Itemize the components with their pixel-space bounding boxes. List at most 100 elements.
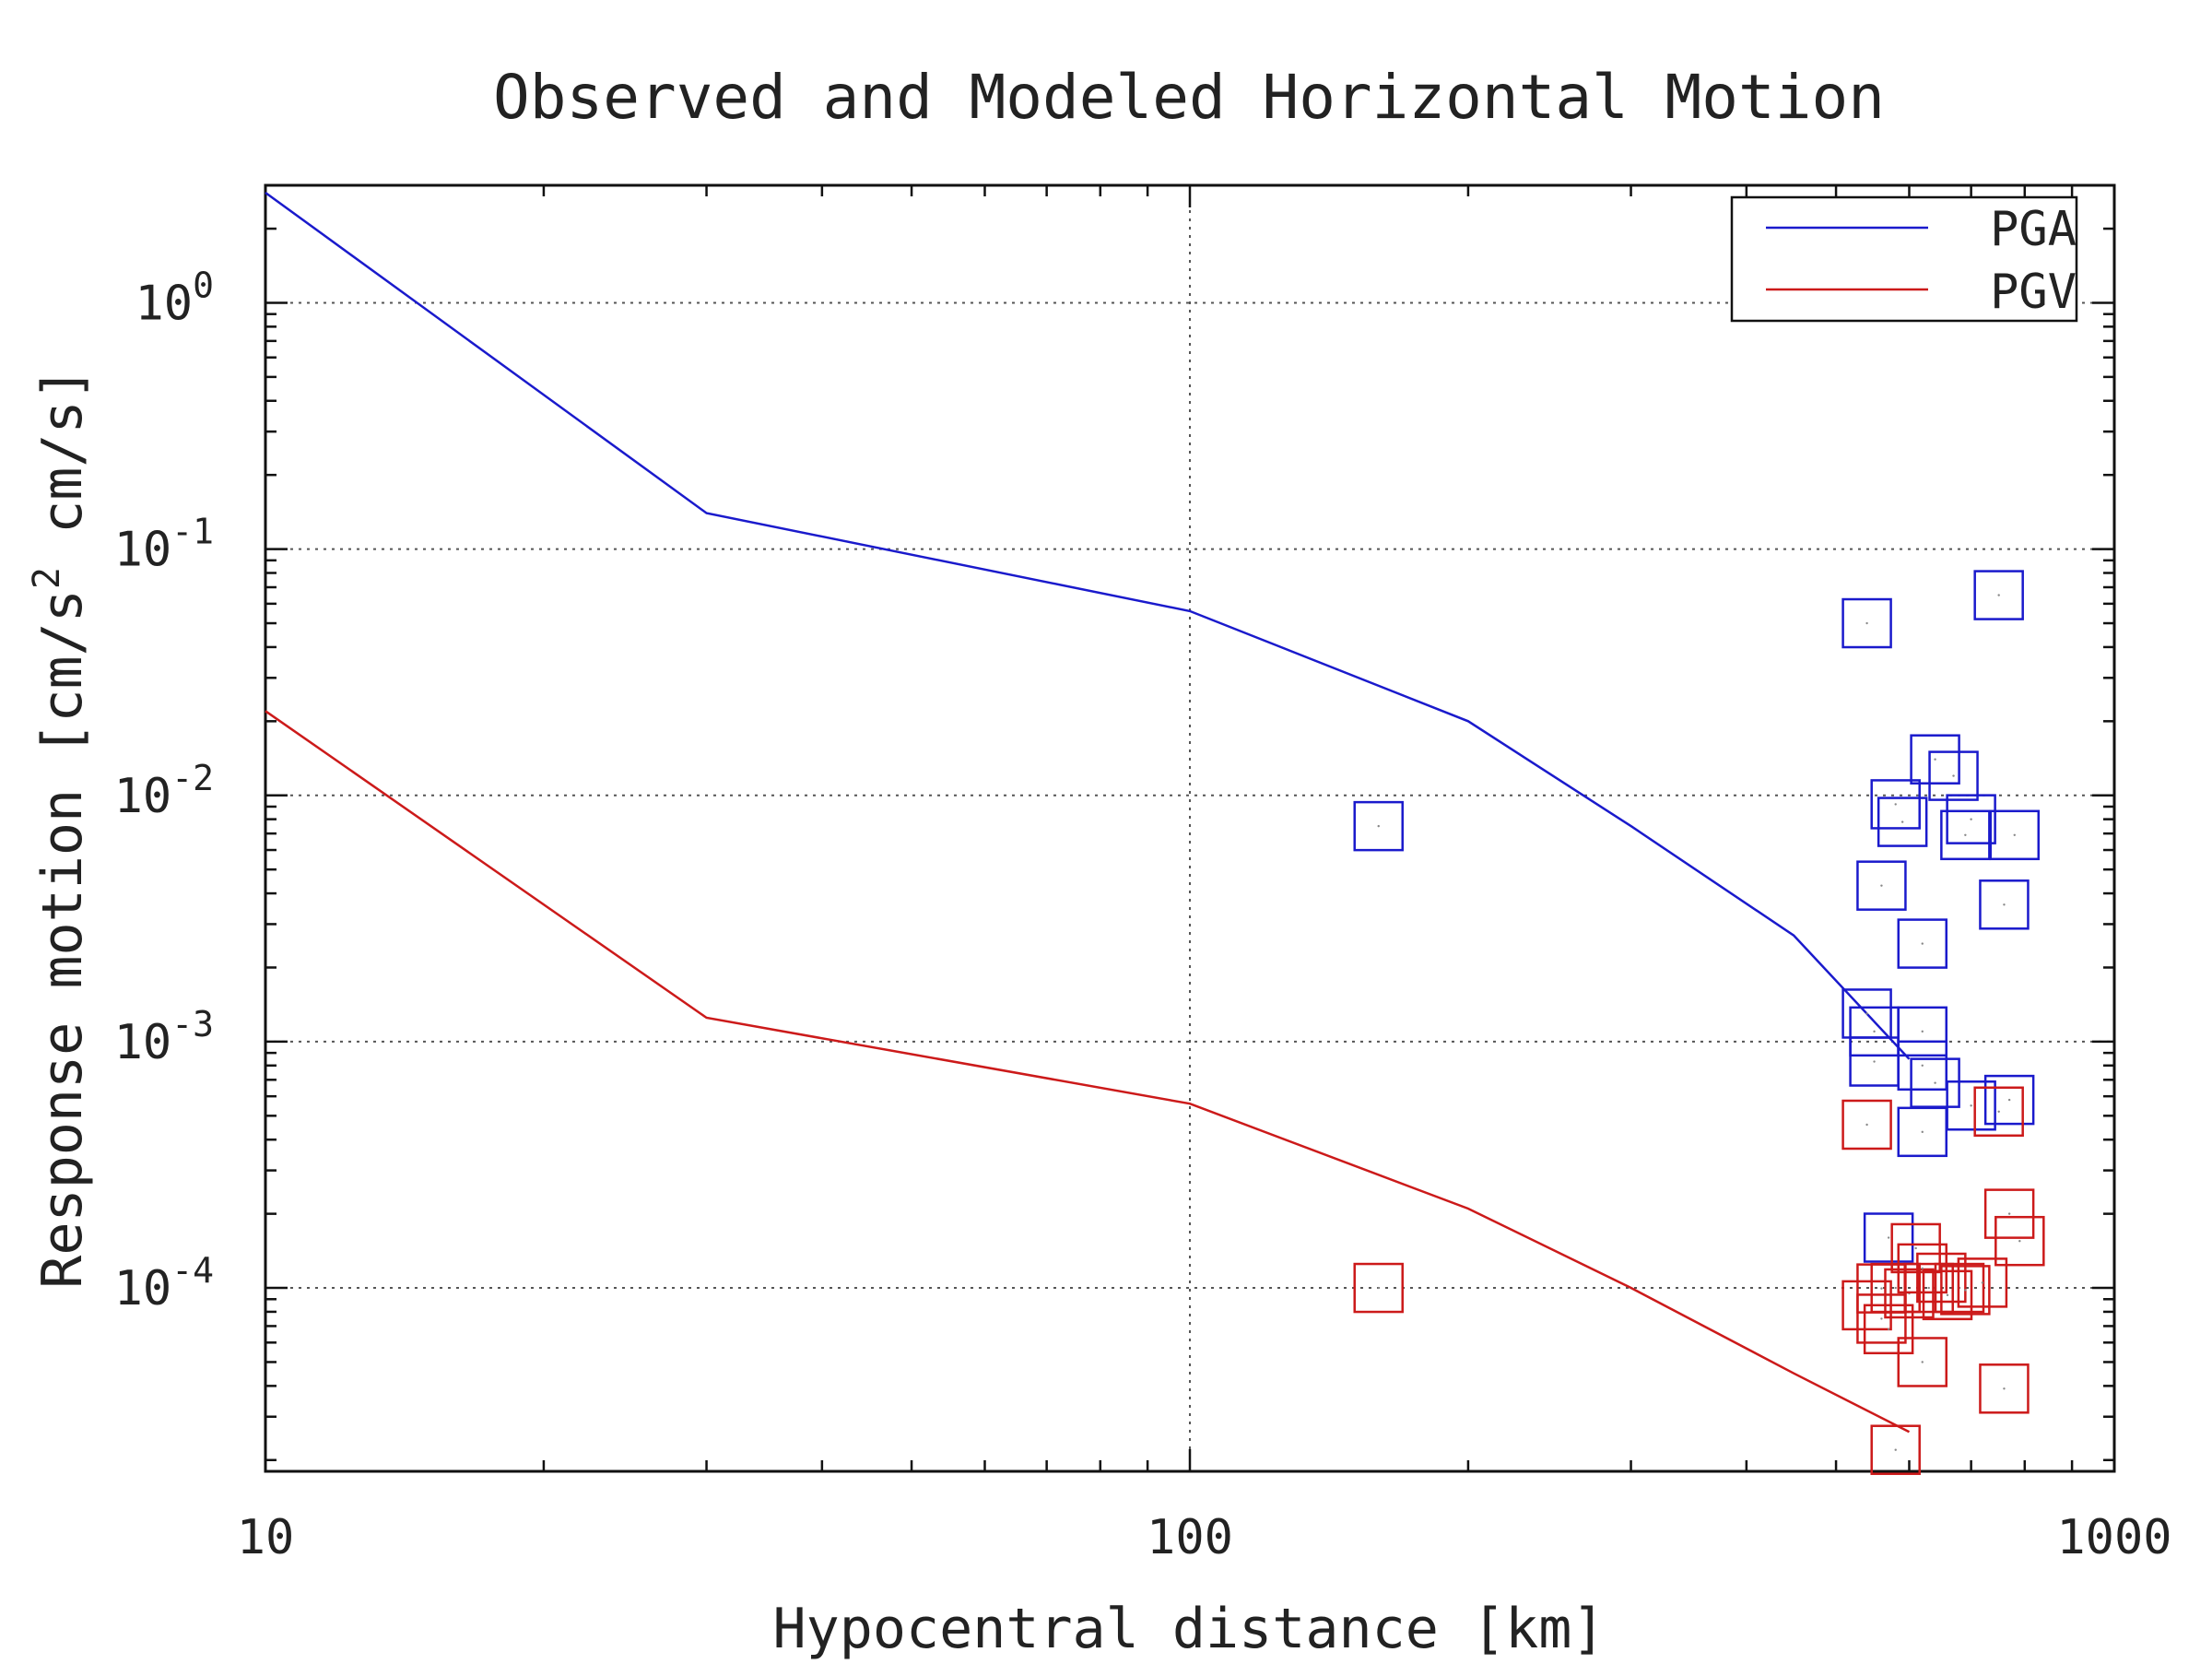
- pgv-model-line: [265, 710, 1911, 1434]
- pga-observed-point: [1877, 797, 1928, 847]
- pgv-point-center: [1865, 1123, 1868, 1127]
- pga-point-center: [1934, 758, 1936, 761]
- pga-point-center: [1921, 1030, 1924, 1033]
- pga-observed-point: [1989, 809, 2041, 861]
- pga-point-center: [2007, 1098, 2011, 1102]
- y-tick-label: 10-3: [114, 1004, 214, 1070]
- pga-point-center: [1887, 1236, 1890, 1239]
- legend-box: [1730, 195, 2078, 323]
- pgv-point-center: [1880, 1317, 1883, 1320]
- pgv-observed-point: [1897, 1337, 1948, 1387]
- pga-observed-point: [1979, 879, 2030, 930]
- pga-observed-point: [1870, 779, 1921, 830]
- y-tick-label: 10-4: [114, 1250, 214, 1316]
- tick-marks: [264, 183, 2114, 1471]
- pgv-point-center: [1894, 1448, 1897, 1451]
- pga-observed-point: [1863, 1212, 1914, 1263]
- series-layer: [265, 191, 2045, 1475]
- pga-point-center: [1921, 1064, 1924, 1067]
- pgv-point-center: [2003, 1387, 2006, 1390]
- pga-observed-point: [1897, 918, 1948, 969]
- legend-label-pga: PGA: [1990, 202, 2077, 257]
- y-axis-label-superscript: 2: [26, 567, 68, 589]
- y-axis-label: Response motion [cm/s2 cm/s]: [26, 367, 95, 1288]
- pga-point-center: [1873, 1060, 1876, 1063]
- pga-observed-point: [1841, 597, 1892, 649]
- pgv-observed-point: [1856, 1293, 1907, 1344]
- x-tick-label: 10: [237, 1510, 295, 1565]
- y-axis-label-main: Response motion [cm/s: [30, 589, 95, 1289]
- pga-observed-point: [1946, 1080, 1996, 1131]
- pgv-observed-point: [1870, 1424, 1921, 1475]
- pga-point-center: [1997, 594, 2000, 596]
- pgv-observed-point: [1979, 1363, 2030, 1414]
- legend-label-pgv: PGV: [1990, 265, 2077, 320]
- pgv-point-center: [2018, 1240, 2021, 1243]
- grid: [265, 185, 2114, 1471]
- pgv-point-center: [1921, 1267, 1924, 1270]
- pgv-observed-point: [1841, 1099, 1892, 1151]
- pga-model-line: [265, 191, 1911, 1060]
- plot-frame: [264, 183, 2116, 1473]
- pga-observed-point: [1940, 809, 1991, 861]
- pgv-observed-point: [1994, 1215, 2045, 1267]
- pga-observed-point: [1928, 750, 1979, 801]
- pga-point-center: [1921, 1130, 1924, 1134]
- y-tick-label: 10-1: [114, 512, 214, 578]
- pga-point-center: [1964, 833, 1967, 837]
- pgv-observed-point: [1890, 1222, 1941, 1274]
- pga-point-center: [1952, 774, 1955, 777]
- pga-point-center: [2013, 833, 2016, 837]
- pgv-point-center: [1914, 1246, 1917, 1250]
- pga-point-center: [1873, 1030, 1876, 1033]
- y-tick-label: 100: [135, 265, 214, 331]
- pga-observed-point: [1983, 1074, 2035, 1126]
- chart-title: Observed and Modeled Horizontal Motion: [493, 62, 1885, 133]
- pgv-observed-point: [1983, 1188, 2035, 1239]
- pgv-point-center: [1981, 1281, 1984, 1284]
- pga-point-center: [1377, 824, 1380, 828]
- pga-point-center: [1934, 1081, 1936, 1084]
- pga-point-center: [1865, 621, 1868, 625]
- tick-labels: 10 100 1000 100 10-1 10-2 10-3 10-4: [114, 265, 2172, 1565]
- pgv-observed-point: [1856, 1263, 1907, 1314]
- x-axis-label: Hypocentral distance [km]: [772, 1597, 1605, 1659]
- y-tick-label: 10-2: [114, 758, 214, 824]
- pga-observed-point: [1910, 734, 1960, 785]
- pgv-point-center: [1377, 1286, 1380, 1290]
- pgv-point-center: [1894, 1286, 1897, 1290]
- x-tick-label: 1000: [2056, 1510, 2171, 1565]
- y-axis-label-tail: cm/s]: [30, 367, 95, 567]
- pga-observed-point: [1353, 800, 1404, 852]
- pga-point-center: [2003, 903, 2006, 906]
- pgv-observed-point: [1957, 1257, 2008, 1308]
- pgv-point-center: [1997, 1110, 2000, 1113]
- pga-point-center: [1921, 942, 1924, 945]
- pgv-point-center: [1964, 1289, 1967, 1292]
- pga-observed-point: [1946, 794, 1996, 844]
- pgv-point-center: [1921, 1361, 1924, 1363]
- pga-observed-point: [1897, 1006, 1948, 1057]
- pgv-observed-point: [1863, 1304, 1914, 1355]
- pgv-observed-point: [1940, 1265, 1991, 1316]
- pga-point-center: [1970, 1104, 1972, 1107]
- pga-observed-point: [1973, 570, 2024, 620]
- pga-point-center: [1865, 1012, 1868, 1015]
- pga-point-center: [1894, 803, 1897, 806]
- pgv-point-center: [1927, 1286, 1930, 1290]
- x-tick-label: 100: [1147, 1510, 1233, 1565]
- pga-observed-point: [1849, 1036, 1900, 1087]
- pgv-observed-point: [1353, 1262, 1404, 1314]
- pgv-point-center: [1946, 1293, 1949, 1297]
- pgv-point-center: [2007, 1212, 2011, 1215]
- pga-observed-point: [1856, 860, 1907, 911]
- pgv-observed-point: [1922, 1269, 1973, 1321]
- legend: PGA PGV: [1730, 195, 2078, 323]
- pga-point-center: [1900, 820, 1904, 823]
- pgv-observed-point: [1973, 1086, 2024, 1138]
- pgv-point-center: [1880, 1287, 1883, 1290]
- pgv-point-center: [1887, 1328, 1890, 1330]
- pga-point-center: [1970, 818, 1972, 820]
- pga-observed-point: [1897, 1106, 1948, 1158]
